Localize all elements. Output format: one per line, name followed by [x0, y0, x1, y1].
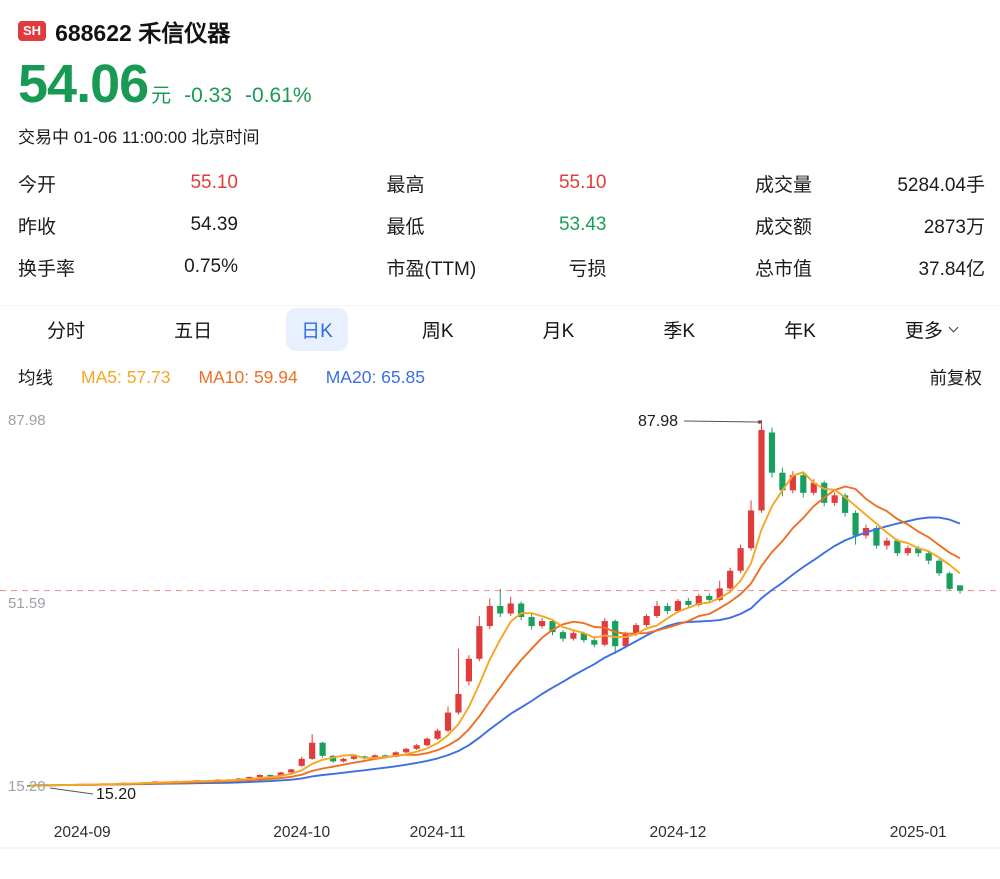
adjust-mode-button[interactable]: 前复权 [929, 367, 983, 388]
stock-header: SH 688622 禾信仪器 [0, 14, 1000, 48]
stat-high-label: 最高 [386, 174, 425, 196]
stat-pe-ttm-value: 亏损 [568, 258, 607, 280]
svg-text:51.59: 51.59 [8, 595, 46, 612]
tab-5day[interactable]: 五日 [174, 320, 213, 342]
stat-turnover-amount: 成交额 2873万 [755, 212, 985, 239]
stat-volume-label: 成交量 [755, 174, 813, 196]
exchange-badge: SH [18, 21, 47, 41]
svg-text:2024-12: 2024-12 [649, 824, 706, 841]
tab-weekly-k[interactable]: 周K [421, 320, 454, 342]
stat-prev-close-value: 54.39 [190, 214, 238, 236]
currency-unit: 元 [151, 85, 172, 107]
stat-pe-ttm: 市盈(TTM) 亏损 [387, 254, 607, 281]
stat-volume: 成交量 5284.04手 [755, 170, 985, 197]
stat-turnover-amount-label: 成交额 [755, 216, 813, 238]
chevron-down-icon [948, 322, 959, 333]
tab-minute[interactable]: 分时 [47, 320, 86, 342]
stat-prev-close-label: 昨收 [18, 216, 57, 238]
svg-text:2024-09: 2024-09 [54, 824, 111, 841]
stat-volume-value: 5284.04手 [897, 174, 985, 196]
stat-turnover-amount-value: 2873万 [923, 216, 985, 238]
stat-turnover-rate: 换手率 0.75% [18, 254, 238, 281]
price-change: -0.33 [184, 84, 233, 107]
stat-market-cap-value: 37.84亿 [918, 258, 985, 280]
candlestick-chart[interactable]: 87.98 15.20 87.98 51.59 15.20 2024-09 2024-10 2… [0, 396, 1000, 851]
stat-open-label: 今开 [18, 174, 57, 196]
svg-text:2024-10: 2024-10 [273, 824, 330, 841]
stat-pe-ttm-label: 市盈(TTM) [386, 258, 477, 280]
stat-low-label: 最低 [386, 216, 425, 238]
price-change-pct: -0.61% [245, 84, 312, 107]
more-button[interactable]: 更多 [890, 308, 972, 351]
stat-high-value: 55.10 [558, 172, 607, 194]
stock-detail-page: SH 688622 禾信仪器 54.06 元 -0.33 -0.61% 交易中 … [0, 14, 1000, 851]
stat-high: 最高 55.10 [387, 170, 607, 197]
svg-text:15.20: 15.20 [96, 786, 136, 803]
svg-text:2024-11: 2024-11 [410, 824, 466, 841]
ma10-value: MA10: 59.94 [198, 366, 298, 387]
svg-text:87.98: 87.98 [638, 413, 678, 430]
ma20-value: MA20: 65.85 [325, 366, 425, 387]
stats-grid: 今开 55.10 最高 55.10 成交量 5284.04手 昨收 54.39 … [18, 170, 985, 281]
trading-status: 交易中 01-06 11:00:00 北京时间 [18, 127, 260, 147]
stat-low-value: 53.43 [558, 214, 607, 236]
tab-yearly-k[interactable]: 年K [784, 320, 816, 342]
stat-market-cap: 总市值 37.84亿 [755, 254, 985, 281]
stat-prev-close: 昨收 54.39 [18, 212, 238, 239]
ma-legend: 均线 MA5: 57.73 MA10: 59.94 MA20: 65.85 前复… [0, 365, 1000, 390]
current-price: 54.06 [18, 54, 149, 114]
tab-quarterly-k[interactable]: 季K [663, 320, 696, 342]
svg-text:15.20: 15.20 [8, 778, 46, 795]
stat-low: 最低 53.43 [387, 212, 607, 239]
more-button-label: 更多 [904, 320, 943, 342]
tab-daily-k[interactable]: 日K [286, 307, 348, 351]
svg-text:87.98: 87.98 [8, 412, 46, 429]
ma5-value: MA5: 57.73 [81, 366, 171, 387]
stat-turnover-rate-label: 换手率 [18, 258, 76, 280]
tab-monthly-k[interactable]: 月K [542, 320, 575, 342]
stat-open: 今开 55.10 [18, 170, 238, 197]
ma-legend-title: 均线 [18, 367, 53, 388]
stat-market-cap-label: 总市值 [755, 258, 813, 280]
stat-open-value: 55.10 [190, 172, 238, 194]
stock-title: 688622 禾信仪器 [55, 20, 231, 46]
chart-period-tabs: 分时 五日 日K 周K 月K 季K 年K 更多 [0, 304, 1000, 353]
stat-turnover-rate-value: 0.75% [184, 256, 238, 278]
price-row: 54.06 元 -0.33 -0.61% [0, 56, 1000, 113]
svg-text:2025-01: 2025-01 [890, 824, 947, 841]
